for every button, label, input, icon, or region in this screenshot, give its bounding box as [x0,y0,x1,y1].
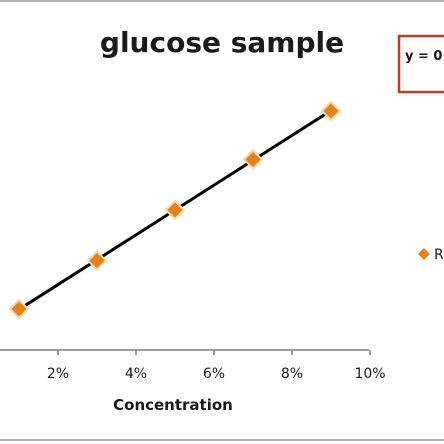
x-axis: 2% 4% 6% 8% 10% [0,349,386,382]
legend-marker [418,248,430,260]
legend-label: R [434,247,444,263]
legend: R [418,247,444,263]
equation-box: y = 0 [397,34,444,94]
data-point [242,148,264,170]
x-tick-label: 2% [47,366,69,382]
equation-label: y = 0 [405,49,442,64]
equation-box-border [397,34,444,94]
data-points [8,100,342,320]
chart-title: glucose sample [100,26,344,59]
x-axis-label: Concentration [113,396,233,414]
x-tick-label: 10% [354,366,385,382]
data-point [86,250,108,272]
data-point [320,100,342,122]
x-tick-label: 4% [125,366,147,382]
x-axis-tick-labels: 2% 4% 6% 8% 10% [47,366,386,382]
x-tick-label: 6% [203,366,225,382]
data-point [164,199,186,221]
x-tick-label: 8% [281,366,303,382]
x-axis-ticks [57,350,371,355]
data-point [8,298,30,320]
